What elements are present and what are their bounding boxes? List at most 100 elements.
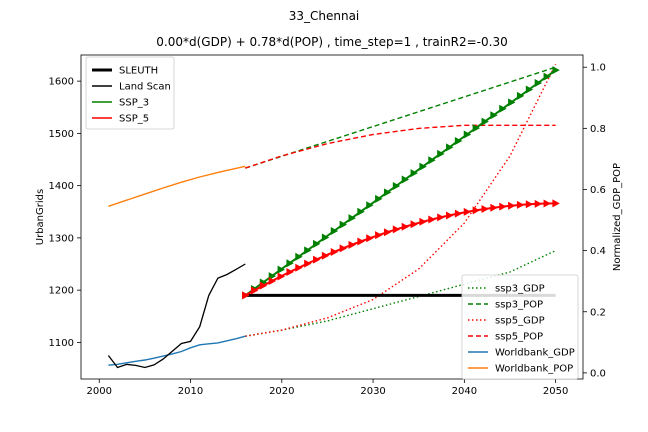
series-ssp-5-marker — [357, 237, 365, 246]
series-ssp-5-marker — [516, 200, 525, 209]
series-ssp-3-marker — [543, 72, 551, 81]
series-ssp-3-marker — [339, 220, 348, 229]
series-ssp-3-marker — [313, 239, 321, 248]
series-ssp-3-marker — [437, 149, 445, 158]
series-ssp-3-marker — [516, 91, 525, 100]
left-y-tick-label: 1300 — [49, 233, 74, 244]
right-y-axis-label: Normalized_GDP_POP — [612, 163, 623, 271]
series-ssp-5-marker — [392, 225, 401, 234]
series-ssp-3-marker — [375, 194, 383, 203]
legend-left: SLEUTH Land Scan SSP_3 SSP_5 — [85, 56, 175, 130]
series-ssp-3-marker — [499, 104, 507, 113]
chart-title: 0.00*d(GDP) + 0.78*d(POP) , time_step=1 … — [156, 35, 507, 49]
x-axis-ticks: 2000 2010 2020 2030 2040 2050 — [87, 379, 568, 397]
series-ssp-3-marker — [463, 130, 472, 139]
right-y-tick-label: 0.2 — [590, 307, 606, 318]
series-ssp-5-marker — [286, 268, 294, 277]
series-land-scan — [107, 263, 246, 369]
series-ssp-5-marker — [321, 251, 330, 260]
series-ssp-5-marker — [490, 203, 498, 212]
legend-label-ssp5-pop: ssp5_POP — [495, 332, 543, 343]
plot-area — [107, 63, 560, 369]
series-ssp-5-marker — [330, 247, 339, 256]
series-ssp-5-marker — [268, 276, 277, 285]
series-ssp-3-marker — [383, 188, 392, 197]
legend-frame — [85, 56, 175, 130]
series-ssp-3-marker — [419, 162, 427, 171]
legend-right: ssp3_GDP ssp3_POP ssp5_GDP ssp5_POP Worldban… — [461, 274, 579, 380]
series-ssp-3-marker — [277, 265, 285, 274]
legend-label-ssp5-gdp: ssp5_GDP — [495, 316, 545, 327]
legend-label-ssp3-gdp: ssp3_GDP — [495, 284, 545, 295]
left-y-axis-ticks: 1100 1200 1300 1400 1500 1600 — [49, 77, 81, 349]
series-ssp-3-marker — [295, 252, 303, 261]
series-ssp-3-marker — [534, 79, 543, 88]
series-ssp-5-marker — [348, 240, 356, 249]
right-y-tick-label: 1.0 — [590, 63, 606, 74]
series-ssp-5-marker — [304, 259, 312, 268]
series-ssp-5-marker — [463, 207, 472, 216]
legend-label-ssp-5: SSP_5 — [119, 114, 149, 125]
series-ssp-5-marker — [481, 204, 489, 213]
series-ssp-5-marker — [525, 200, 534, 209]
series-ssp3-pop — [245, 66, 556, 169]
series-ssp5-gdp — [245, 63, 557, 337]
series-ssp-3-marker — [525, 85, 534, 94]
series-ssp-3-marker — [286, 259, 294, 268]
legend-label-ssp-3: SSP_3 — [119, 98, 149, 109]
series-ssp-5-marker — [375, 231, 383, 240]
series-ssp-3-marker — [490, 111, 498, 120]
right-y-tick-label: 0.0 — [590, 368, 606, 379]
series-ssp-5-marker — [534, 199, 543, 208]
series-layer — [107, 63, 560, 369]
series-ssp-5-marker — [446, 211, 454, 220]
right-y-axis-ticks: 0.0 0.2 0.4 0.6 0.8 1.0 — [583, 63, 606, 379]
series-ssp-3-marker — [508, 98, 516, 107]
chart-suptitle: 33_Chennai — [289, 9, 360, 23]
series-ssp-5-marker — [454, 209, 463, 218]
series-ssp-3-marker — [410, 169, 418, 178]
series-ssp-3-marker — [401, 175, 410, 184]
right-y-tick-label: 0.4 — [590, 246, 606, 257]
x-tick-label: 2020 — [269, 386, 294, 397]
series-ssp-5-marker — [339, 244, 348, 253]
series-ssp-3-marker — [357, 207, 365, 216]
x-tick-label: 2000 — [87, 386, 112, 397]
left-y-tick-label: 1500 — [49, 129, 74, 140]
right-y-tick-label: 0.8 — [590, 124, 606, 135]
series-worldbank-gdp — [108, 335, 246, 366]
series-ssp-3-marker — [454, 136, 463, 145]
legend-frame — [461, 274, 579, 380]
series-ssp5-pop — [245, 124, 556, 169]
series-ssp-5-marker — [552, 199, 560, 208]
series-ssp-5-marker — [366, 234, 374, 243]
series-ssp-3-marker — [304, 246, 312, 255]
series-ssp-3-marker — [552, 66, 560, 75]
series-ssp-5-marker — [543, 199, 551, 208]
series-ssp-5-marker — [401, 222, 410, 231]
series-ssp-5-marker — [383, 228, 392, 237]
axes-frame — [80, 54, 584, 380]
legend-label-worldbank-pop: Worldbank_POP — [495, 364, 573, 375]
x-tick-label: 2050 — [543, 386, 568, 397]
right-y-tick-label: 0.6 — [590, 185, 606, 196]
series-ssp-3-marker — [366, 201, 374, 210]
series-worldbank-pop — [108, 165, 246, 207]
left-y-tick-label: 1600 — [49, 77, 74, 88]
series-ssp-5-marker — [508, 201, 516, 210]
series-ssp-5-marker — [428, 215, 436, 224]
series-ssp-3-marker — [392, 181, 401, 190]
series-ssp-3-marker — [428, 156, 436, 165]
series-ssp-5-marker — [419, 217, 427, 226]
x-tick-label: 2040 — [452, 386, 477, 397]
series-ssp-5-marker — [277, 272, 285, 281]
series-ssp-3-marker — [472, 124, 481, 133]
series-ssp-5 — [242, 199, 560, 300]
left-y-tick-label: 1400 — [49, 181, 74, 192]
x-tick-label: 2030 — [360, 386, 385, 397]
x-tick-label: 2010 — [178, 386, 203, 397]
series-ssp-5-marker — [313, 255, 321, 264]
series-ssp-3-marker — [348, 214, 356, 223]
series-ssp-5-marker — [259, 281, 268, 290]
